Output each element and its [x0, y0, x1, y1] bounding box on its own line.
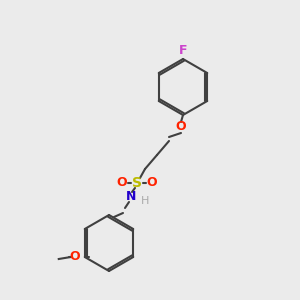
Text: N: N	[126, 190, 136, 203]
Text: S: S	[132, 176, 142, 190]
Text: O: O	[176, 121, 186, 134]
Text: O: O	[117, 176, 127, 190]
Text: O: O	[69, 250, 80, 263]
Text: F: F	[179, 44, 187, 58]
Text: H: H	[141, 196, 149, 206]
Text: O: O	[147, 176, 157, 190]
